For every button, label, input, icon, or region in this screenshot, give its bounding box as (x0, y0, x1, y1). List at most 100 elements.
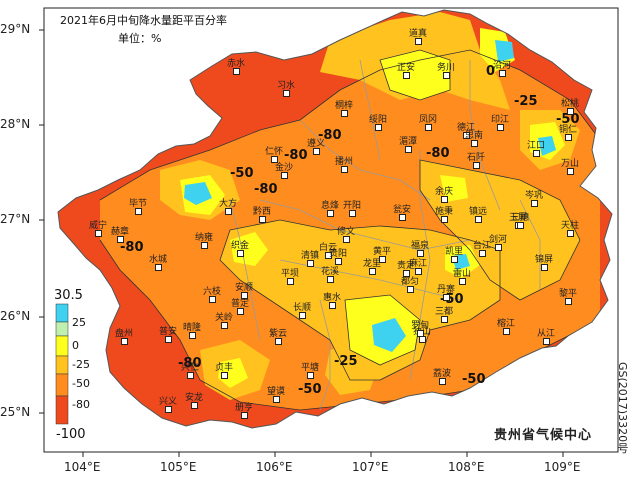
city-label: 赫章 (111, 227, 130, 237)
city-marker (275, 338, 282, 345)
city-label: 三都 (435, 307, 454, 317)
legend-label: -50 (72, 377, 90, 390)
city-marker (419, 336, 426, 343)
contour-label: -80 (178, 356, 202, 371)
y-tick-label: 28°N (0, 117, 31, 131)
unit-label: 单位：% (118, 32, 162, 45)
city-label: 都匀 (401, 277, 420, 287)
city-label: 罗甸 (411, 321, 430, 331)
map-approval-number: GS(2017)3320号 (616, 362, 629, 454)
city-marker (329, 302, 336, 309)
city-marker (221, 322, 228, 329)
city-label: 施秉 (435, 207, 454, 217)
city-marker (403, 270, 410, 277)
legend-label: -25 (72, 358, 90, 371)
city-label: 习水 (277, 81, 296, 91)
city-marker (541, 264, 548, 271)
city-label: 沿河 (493, 61, 512, 71)
city-label: 紫云 (269, 329, 288, 339)
city-marker (327, 276, 334, 283)
city-label: 修文 (337, 227, 356, 237)
city-label: 望谟 (267, 387, 286, 397)
city-marker (307, 260, 314, 267)
city-marker (117, 236, 124, 243)
city-marker (237, 308, 244, 315)
city-marker (241, 292, 248, 299)
city-label: 余庆 (435, 187, 454, 197)
city-marker (443, 72, 450, 79)
city-marker (533, 150, 540, 157)
city-label: 岑巩 (525, 191, 544, 201)
city-marker (187, 372, 194, 379)
city-label: 贵定 (397, 261, 416, 271)
city-label: 织金 (231, 241, 250, 251)
contour-label: -50 (462, 372, 486, 387)
city-marker (221, 372, 228, 379)
city-marker (283, 90, 290, 97)
city-label: 普安 (159, 327, 178, 337)
city-marker (191, 402, 198, 409)
city-marker (341, 110, 348, 117)
city-label: 龙里 (363, 259, 382, 269)
city-marker (273, 396, 280, 403)
city-label: 桐梓 (335, 101, 354, 111)
city-marker (497, 124, 504, 131)
city-label: 清镇 (301, 251, 320, 261)
map-frame (43, 7, 619, 453)
contour-label: 0 (486, 64, 496, 79)
city-marker (271, 156, 278, 163)
city-label: 贞丰 (215, 363, 234, 373)
city-marker (233, 68, 240, 75)
x-tick-label: 108°E (448, 460, 485, 474)
x-tick-label: 105°E (160, 460, 197, 474)
city-label: 息烽 (321, 201, 340, 211)
city-marker (565, 298, 572, 305)
contour-label: -80 (284, 148, 308, 163)
city-marker (479, 250, 486, 257)
city-label: 长顺 (293, 303, 312, 313)
city-marker (405, 146, 412, 153)
city-marker (567, 108, 574, 115)
city-label: 台江 (473, 241, 492, 251)
y-tick-label: 25°N (0, 405, 31, 419)
city-marker (307, 372, 314, 379)
city-marker (313, 148, 320, 155)
city-label: 盘州 (115, 329, 134, 339)
x-tick-label: 109°E (544, 460, 581, 474)
city-label: 石阡 (467, 153, 486, 163)
legend-label: 25 (72, 316, 86, 329)
city-marker (567, 230, 574, 237)
contour-label: -50 (298, 382, 322, 397)
city-label: 惠水 (323, 293, 342, 303)
y-tick-label: 29°N (0, 22, 31, 36)
city-marker (495, 244, 502, 251)
city-label: 湄潭 (399, 137, 418, 147)
x-tick-label: 104°E (64, 460, 101, 474)
city-label: 雷山 (453, 269, 472, 279)
city-marker (415, 38, 422, 45)
city-marker (121, 338, 128, 345)
city-marker (399, 214, 406, 221)
city-label: 册亨 (235, 403, 254, 413)
province-outline (57, 9, 613, 429)
contour-label: -80 (254, 182, 278, 197)
city-marker (135, 208, 142, 215)
city-marker (165, 406, 172, 413)
city-label: 六枝 (203, 287, 222, 297)
city-marker (567, 168, 574, 175)
contour-label: -25 (334, 354, 358, 369)
contour-label: -50 (230, 166, 254, 181)
agency-label: 贵州省气候中心 (494, 428, 593, 443)
city-label: 仁怀 (265, 147, 284, 157)
city-label: 务川 (437, 63, 456, 73)
city-marker (237, 250, 244, 257)
city-marker (259, 216, 266, 223)
city-label: 毕节 (129, 199, 148, 209)
city-label: 印江 (491, 115, 510, 125)
city-label: 万山 (561, 159, 580, 169)
city-label: 大方 (219, 199, 238, 209)
legend-label: 0 (72, 339, 79, 352)
city-label: 从江 (537, 329, 556, 339)
city-label: 安顺 (235, 283, 254, 293)
